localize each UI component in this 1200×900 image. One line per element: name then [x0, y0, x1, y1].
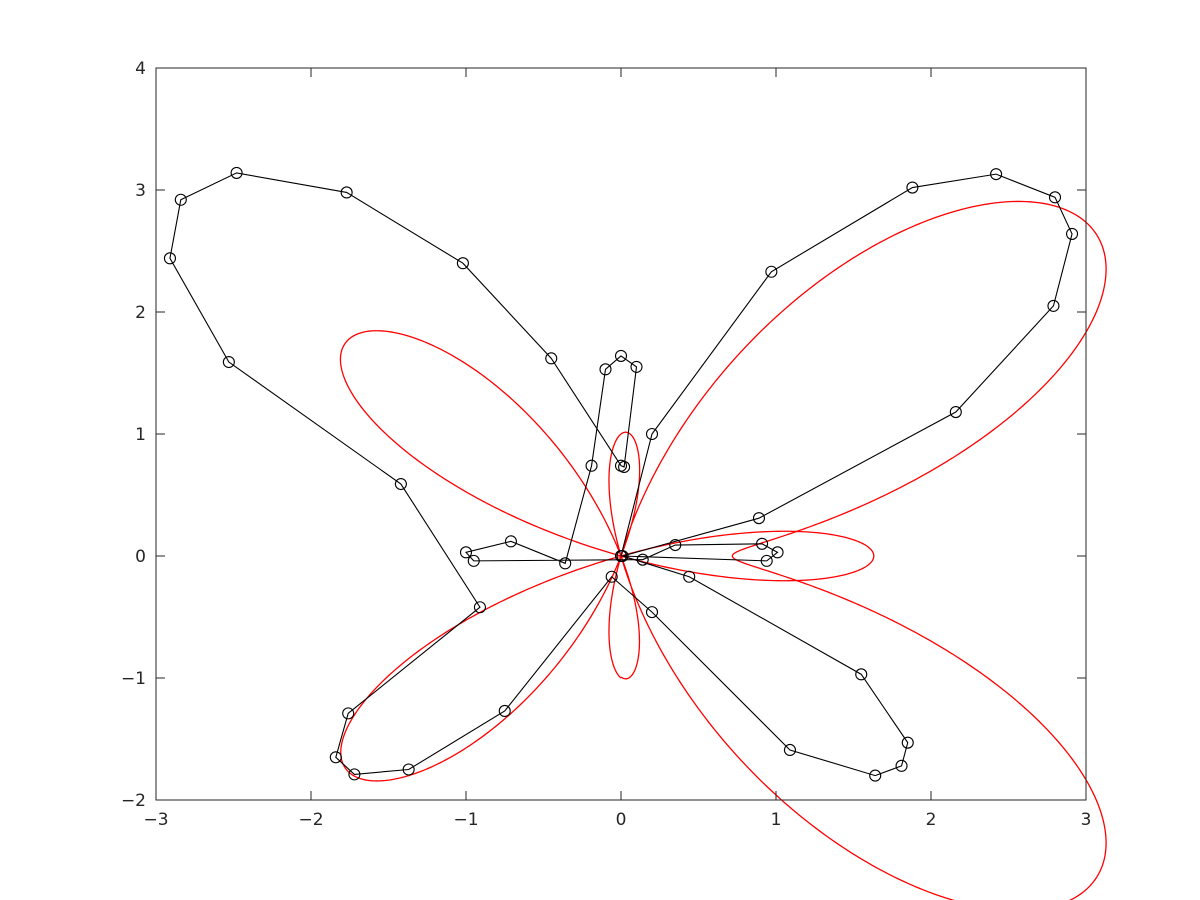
x-tick-label: −1	[453, 810, 478, 830]
data-point-marker	[585, 459, 598, 472]
data-point-marker	[752, 512, 766, 525]
data-point-marker	[901, 736, 914, 749]
data-point-marker	[669, 538, 682, 552]
x-tick-label: 0	[616, 810, 627, 830]
data-point-marker	[618, 460, 631, 473]
y-tick-label: 4	[135, 59, 146, 79]
data-point-marker	[230, 166, 243, 179]
data-point-marker	[342, 707, 355, 720]
data-point-marker	[614, 349, 628, 362]
y-tick-label: 0	[135, 547, 146, 567]
data-point-marker	[755, 537, 769, 550]
data-point-marker	[559, 557, 572, 570]
data-point-marker	[599, 363, 612, 376]
y-tick-label: 3	[135, 181, 146, 201]
data-point-marker	[1047, 299, 1060, 312]
data-point-marker	[783, 743, 797, 757]
data-point-marker	[636, 553, 649, 566]
data-point-marker	[760, 554, 773, 567]
data-point-marker	[645, 606, 659, 619]
x-tick-label: 1	[771, 810, 782, 830]
data-point-marker	[498, 704, 511, 717]
data-point-marker	[467, 554, 480, 567]
axis-ticks	[155, 67, 1087, 801]
data-point-marker	[456, 257, 469, 270]
x-tick-label: 3	[1081, 810, 1092, 830]
data-point-marker	[163, 252, 176, 265]
data-point-marker	[990, 168, 1003, 181]
x-tick-label: −3	[143, 810, 168, 830]
data-point-marker	[545, 352, 558, 365]
data-point-marker	[645, 427, 659, 441]
series-black-line	[169, 172, 1073, 777]
data-point-marker	[329, 751, 342, 764]
data-point-marker	[895, 759, 908, 772]
data-point-marker	[1066, 227, 1079, 240]
y-tick-label: 1	[135, 425, 146, 445]
data-point-marker	[771, 546, 784, 559]
data-point-marker	[614, 549, 628, 563]
data-point-marker	[174, 193, 187, 206]
data-point-marker	[402, 763, 415, 776]
data-point-marker	[765, 265, 778, 278]
data-point-marker	[630, 360, 643, 373]
data-point-marker	[504, 535, 518, 548]
data-point-marker	[949, 405, 962, 419]
data-point-marker	[1048, 191, 1062, 204]
y-tick-label: 2	[135, 303, 146, 323]
data-point-marker	[340, 186, 353, 199]
data-point-marker	[869, 769, 882, 782]
x-tick-label: 2	[926, 810, 937, 830]
data-point-marker	[683, 570, 696, 583]
data-point-marker	[459, 546, 473, 559]
data-point-marker	[906, 181, 919, 194]
data-point-marker	[855, 668, 868, 681]
y-tick-label: −2	[121, 791, 146, 811]
data-point-marker	[394, 477, 407, 491]
plot-area	[163, 166, 1107, 900]
data-point-marker	[605, 570, 618, 583]
y-tick-label: −1	[121, 669, 146, 689]
x-tick-label: −2	[298, 810, 323, 830]
series-red-curve	[339, 200, 1107, 900]
data-point-marker	[222, 355, 235, 369]
data-point-marker	[473, 601, 487, 614]
data-point-marker	[348, 768, 361, 781]
